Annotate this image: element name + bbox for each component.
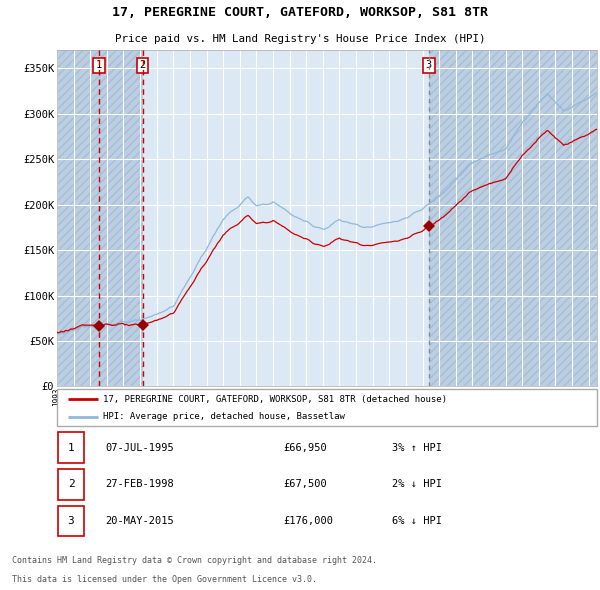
Text: 17, PEREGRINE COURT, GATEFORD, WORKSOP, S81 8TR: 17, PEREGRINE COURT, GATEFORD, WORKSOP, … — [112, 6, 488, 19]
FancyBboxPatch shape — [57, 389, 597, 426]
Text: £67,500: £67,500 — [284, 480, 328, 489]
Text: 17, PEREGRINE COURT, GATEFORD, WORKSOP, S81 8TR (detached house): 17, PEREGRINE COURT, GATEFORD, WORKSOP, … — [103, 395, 447, 404]
Text: This data is licensed under the Open Government Licence v3.0.: This data is licensed under the Open Gov… — [12, 575, 317, 585]
Text: Contains HM Land Registry data © Crown copyright and database right 2024.: Contains HM Land Registry data © Crown c… — [12, 556, 377, 565]
Text: £66,950: £66,950 — [284, 443, 328, 453]
Bar — [429, 50, 597, 386]
FancyBboxPatch shape — [58, 432, 84, 463]
Text: 1: 1 — [68, 443, 74, 453]
Text: 07-JUL-1995: 07-JUL-1995 — [106, 443, 175, 453]
Text: 3% ↑ HPI: 3% ↑ HPI — [392, 443, 442, 453]
Bar — [429, 50, 597, 386]
FancyBboxPatch shape — [58, 469, 84, 500]
Bar — [57, 50, 99, 386]
Text: 1: 1 — [96, 60, 103, 70]
Text: £176,000: £176,000 — [284, 516, 334, 526]
Text: Price paid vs. HM Land Registry's House Price Index (HPI): Price paid vs. HM Land Registry's House … — [115, 34, 485, 44]
Text: 3: 3 — [68, 516, 74, 526]
Bar — [99, 50, 143, 386]
Text: 3: 3 — [426, 60, 432, 70]
FancyBboxPatch shape — [58, 506, 84, 536]
Text: 20-MAY-2015: 20-MAY-2015 — [106, 516, 175, 526]
Text: 2: 2 — [140, 60, 146, 70]
Text: 2: 2 — [68, 480, 74, 489]
Text: HPI: Average price, detached house, Bassetlaw: HPI: Average price, detached house, Bass… — [103, 412, 345, 421]
Text: 6% ↓ HPI: 6% ↓ HPI — [392, 516, 442, 526]
Text: 27-FEB-1998: 27-FEB-1998 — [106, 480, 175, 489]
Text: 2% ↓ HPI: 2% ↓ HPI — [392, 480, 442, 489]
Bar — [143, 50, 429, 386]
Bar — [57, 50, 99, 386]
Bar — [99, 50, 143, 386]
